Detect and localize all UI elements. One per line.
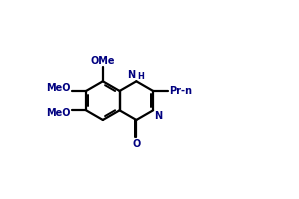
Text: O: O — [132, 139, 141, 148]
Text: OMe: OMe — [91, 56, 115, 66]
Text: H: H — [137, 72, 144, 81]
Text: N: N — [127, 70, 135, 80]
Text: N: N — [154, 111, 162, 121]
Text: MeO: MeO — [46, 83, 71, 93]
Text: MeO: MeO — [46, 108, 71, 118]
Text: Pr-n: Pr-n — [169, 86, 192, 96]
